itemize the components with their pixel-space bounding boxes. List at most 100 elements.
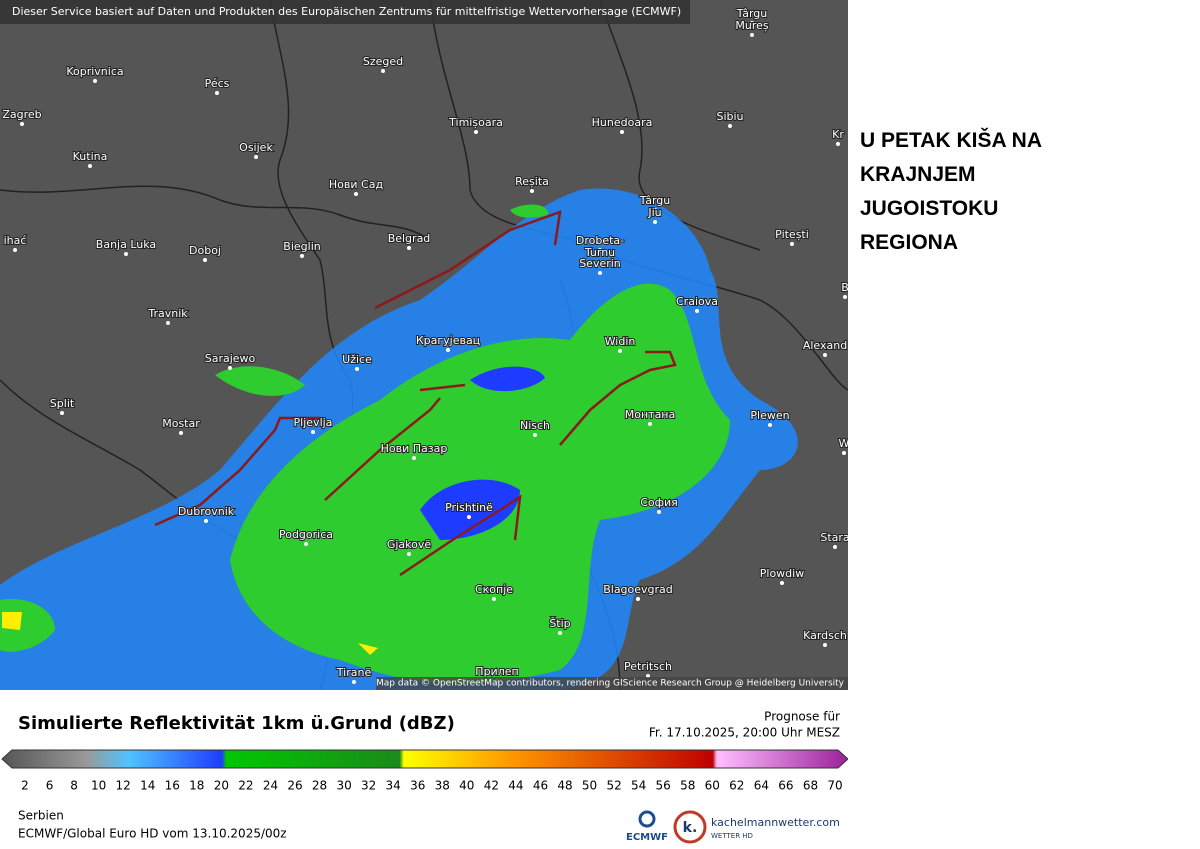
city-dot	[750, 21, 754, 25]
city-dot	[215, 91, 219, 95]
attribution-bg	[376, 677, 848, 690]
city-dot	[204, 519, 208, 523]
city-label: Plowdiw	[760, 567, 804, 580]
city-label: Sibiu	[716, 110, 743, 123]
scale-tick-label: 42	[484, 779, 499, 793]
scale-tick-label: 28	[312, 779, 327, 793]
city-label: Petritsch	[624, 660, 672, 673]
city-dot	[836, 142, 840, 146]
logo-ecmwf: ECMWF	[626, 832, 668, 843]
city-label: Drobeta-	[576, 234, 624, 247]
city-label: Doboj	[189, 244, 221, 257]
city-dot	[354, 192, 358, 196]
city-dot	[381, 69, 385, 73]
city-dot	[20, 122, 24, 126]
city-dot	[768, 423, 772, 427]
city-label: Kr	[832, 128, 844, 141]
city-label: Нови Пазар	[381, 442, 448, 455]
city-dot	[492, 597, 496, 601]
scale-tick-label: 54	[631, 779, 646, 793]
legend: Simulierte Reflektivität 1km ü.Grund (dB…	[1, 710, 848, 844]
city-label: Dubrovnik	[178, 505, 235, 518]
scale-tick-label: 66	[778, 779, 793, 793]
city-dot	[474, 130, 478, 134]
scale-tick-label: 70	[827, 779, 842, 793]
city-label: Jiu	[647, 206, 661, 219]
city-label: Скопје	[475, 583, 513, 596]
city-dot	[728, 124, 732, 128]
scale-tick-label: 36	[410, 779, 425, 793]
city-label: Osijek	[239, 141, 273, 154]
city-label: Timișoara	[448, 116, 503, 129]
headline-line: REGIONA	[860, 231, 959, 254]
scale-tick-label: 48	[557, 779, 572, 793]
city-dot	[533, 433, 537, 437]
scale-tick-label: 18	[189, 779, 204, 793]
scale-tick-label: 30	[336, 779, 351, 793]
scale-tick-label: 26	[287, 779, 302, 793]
city-dot	[412, 456, 416, 460]
city-dot	[407, 552, 411, 556]
city-label: W	[839, 437, 848, 450]
scale-tick-label: 20	[214, 779, 229, 793]
scale-tick-label: 8	[70, 779, 78, 793]
ecmwf-icon	[638, 810, 656, 828]
logo-sub: WETTER HD	[711, 832, 753, 840]
city-dot	[653, 220, 657, 224]
forecast-time: Fr. 17.10.2025, 20:00 Uhr MESZ	[649, 726, 840, 740]
city-dot	[598, 260, 602, 264]
city-dot	[13, 248, 17, 252]
city-dot	[843, 295, 847, 299]
scale-tick-label: 22	[238, 779, 253, 793]
scale-tick-label: 32	[361, 779, 376, 793]
city-label: Hunedoara	[592, 116, 653, 129]
forecast-label: Prognose für	[764, 710, 840, 724]
city-dot	[558, 631, 562, 635]
city-label: Prishtinë	[445, 501, 493, 514]
city-label: Прилеп	[475, 665, 518, 678]
city-dot	[833, 545, 837, 549]
city-dot	[93, 79, 97, 83]
city-dot	[355, 367, 359, 371]
scale-tick-label: 58	[680, 779, 695, 793]
city-label: Stara	[820, 531, 848, 544]
attribution: Map data © OpenStreetMap contributors, r…	[376, 679, 845, 689]
city-label: София	[640, 496, 678, 509]
headline-line: JUGOISTOKU	[860, 197, 999, 220]
logo-site: kachelmannwetter.com	[711, 816, 840, 829]
city-label: Split	[50, 397, 75, 410]
scale-tick-label: 10	[91, 779, 106, 793]
city-label: Blagoevgrad	[603, 583, 673, 596]
scale-tick-label: 60	[705, 779, 720, 793]
city-dot	[823, 643, 827, 647]
city-label: ihać	[4, 234, 27, 247]
city-dot	[446, 348, 450, 352]
city-dot	[304, 542, 308, 546]
scale-tick-label: 16	[165, 779, 180, 793]
city-dot	[657, 510, 661, 514]
city-label: Mostar	[162, 417, 200, 430]
city-dot	[790, 242, 794, 246]
logo-k: k.	[683, 820, 698, 836]
city-dot	[166, 321, 170, 325]
city-dot	[780, 581, 784, 585]
scale-tick-label: 24	[263, 779, 278, 793]
city-label: Banja Luka	[96, 238, 156, 251]
city-label: Mureș	[735, 19, 769, 32]
scale-tick-label: 56	[656, 779, 671, 793]
region: Serbien	[18, 809, 64, 823]
city-label: Крагујевац	[416, 334, 480, 347]
scale-ticks: 2 6 8 10 12 14 16 18 20 22 24 26 28 30 32 34 36 38 40 42 44 4…	[21, 779, 842, 793]
city-label: Podgorica	[279, 528, 333, 541]
city-dot	[203, 258, 207, 262]
city-label: Pitești	[775, 228, 809, 241]
city-label: B	[841, 281, 848, 294]
city-dot	[352, 680, 356, 684]
fronts	[154, 210, 677, 577]
city-label: Koprivnica	[66, 65, 123, 78]
city-label: Zagreb	[2, 108, 41, 121]
city-dot	[653, 208, 657, 212]
city-label: Plewen	[750, 409, 789, 422]
city-dot	[750, 33, 754, 37]
